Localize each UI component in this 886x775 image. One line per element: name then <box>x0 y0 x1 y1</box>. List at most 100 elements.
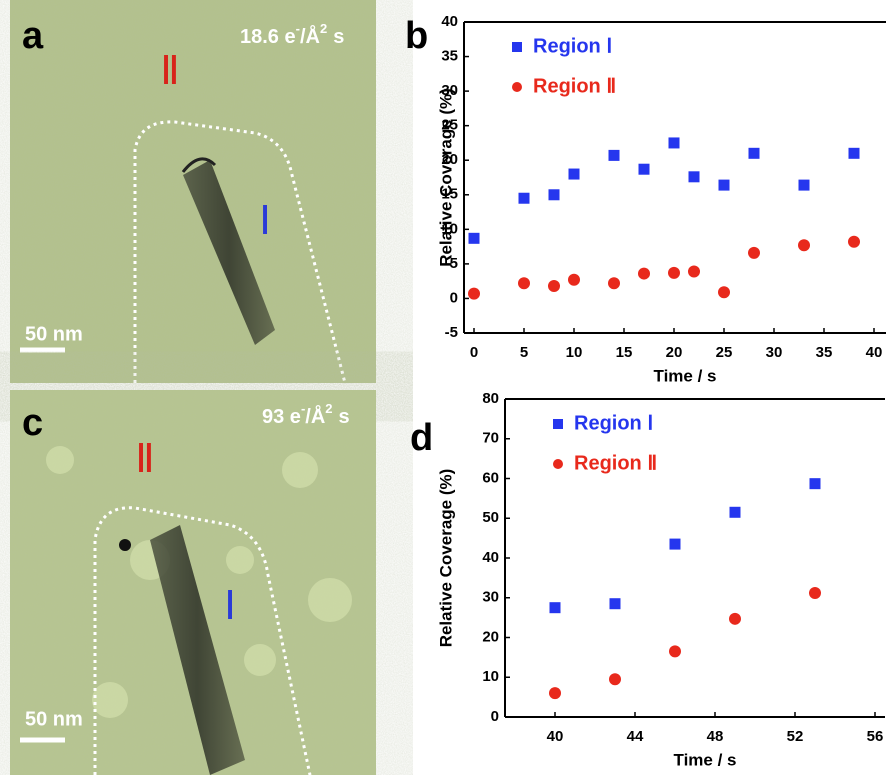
point <box>669 538 681 550</box>
x-tick-label: 0 <box>470 344 478 361</box>
point <box>609 673 621 686</box>
x-tick-label: 40 <box>547 728 564 745</box>
x-tick-label: 30 <box>766 344 783 361</box>
x-tick-label: 35 <box>816 344 833 361</box>
legend-marker <box>512 82 522 92</box>
point <box>718 179 730 191</box>
dose-end: s <box>339 406 350 428</box>
scale-bar-label: 50 nm <box>25 708 83 730</box>
point <box>518 192 530 204</box>
point <box>718 286 730 299</box>
dose-sup: - <box>296 21 300 36</box>
point <box>798 179 810 191</box>
point <box>669 645 681 658</box>
point <box>729 612 741 625</box>
dose-number: 18.6 e <box>240 26 296 48</box>
point <box>688 265 700 278</box>
y-axis-title: Relative Coverage (%) <box>436 88 455 267</box>
dose-sup: 2 <box>320 21 327 36</box>
y-tick-label: 30 <box>441 82 458 99</box>
region-outer-label: Ⅱ <box>160 48 180 93</box>
y-tick-label: 20 <box>482 628 499 645</box>
y-tick-label: 35 <box>441 48 458 65</box>
point <box>549 687 561 700</box>
dose-rate: 93 e-/Å2 s <box>262 401 350 428</box>
point <box>568 273 580 286</box>
panel-label: d <box>410 417 433 459</box>
x-axis-title: Time / s <box>654 366 717 385</box>
point <box>609 598 621 610</box>
point <box>638 163 650 175</box>
micrograph-a <box>10 0 376 384</box>
point <box>798 239 810 252</box>
y-tick-label: 70 <box>482 430 499 447</box>
x-tick-label: 20 <box>666 344 683 361</box>
y-axis-title: Relative Coverage (%) <box>436 469 455 648</box>
x-tick-label: 44 <box>627 728 644 745</box>
y-tick-label: 0 <box>450 289 458 306</box>
panel-label: a <box>22 15 44 57</box>
point <box>549 602 561 614</box>
y-tick-label: 50 <box>482 509 499 526</box>
region-inner-label: Ⅰ <box>259 198 271 243</box>
point <box>468 287 480 300</box>
y-tick-label: 80 <box>482 390 499 407</box>
point <box>568 168 580 180</box>
x-tick-label: 48 <box>707 728 724 745</box>
dose-number: 93 e <box>262 406 301 428</box>
point <box>848 235 860 248</box>
legend-label: Region Ⅱ <box>574 452 657 474</box>
y-tick-label: 60 <box>482 469 499 486</box>
dose-sup: - <box>301 401 305 416</box>
dose-end: s <box>333 26 344 48</box>
x-tick-label: 40 <box>866 344 883 361</box>
scale-bar-label: 50 nm <box>25 323 83 345</box>
x-tick-label: 52 <box>787 728 804 745</box>
panel-label: c <box>22 402 43 444</box>
region-inner-label: Ⅰ <box>224 583 236 628</box>
x-tick-label: 25 <box>716 344 733 361</box>
y-tick-label: 40 <box>482 549 499 566</box>
point <box>668 137 680 149</box>
y-tick-label: 20 <box>441 151 458 168</box>
legend-label: Region Ⅱ <box>533 75 616 97</box>
y-tick-label: 10 <box>482 668 499 685</box>
point <box>729 506 741 518</box>
dose-sup: 2 <box>325 401 332 416</box>
dose-unit: /Å <box>305 404 325 428</box>
point <box>518 277 530 290</box>
charts: b -5 0 5 10 15 20 25 30 35 40 0 5 10 15 20 25 30 35 40 Time … <box>405 13 886 769</box>
dose-rate: 18.6 e-/Å2 s <box>240 21 344 48</box>
y-tick-label: 25 <box>441 117 458 134</box>
legend-marker <box>553 419 563 429</box>
point <box>688 171 700 183</box>
point <box>809 586 821 599</box>
y-tick-label: 30 <box>482 589 499 606</box>
y-tick-label: 40 <box>441 13 458 30</box>
y-tick-label: 0 <box>491 708 499 725</box>
point <box>809 478 821 490</box>
y-tick-label: 5 <box>450 255 458 272</box>
legend-marker <box>512 42 522 52</box>
point <box>668 266 680 279</box>
y-tick-label: 15 <box>441 186 458 203</box>
point <box>638 267 650 280</box>
x-tick-label: 56 <box>867 728 884 745</box>
region-outer-label: Ⅱ <box>135 436 155 481</box>
point <box>748 246 760 259</box>
x-tick-label: 15 <box>616 344 633 361</box>
point <box>748 147 760 159</box>
micrograph-c <box>10 390 376 775</box>
x-axis-title: Time / s <box>674 750 737 769</box>
point <box>608 277 620 290</box>
y-tick-label: 10 <box>441 220 458 237</box>
x-tick-label: 10 <box>566 344 583 361</box>
x-tick-label: 5 <box>520 344 528 361</box>
point <box>608 149 620 161</box>
dose-unit: /Å <box>300 24 320 48</box>
point <box>548 280 560 293</box>
legend-label: Region Ⅰ <box>574 412 653 434</box>
legend-label: Region Ⅰ <box>533 35 612 57</box>
